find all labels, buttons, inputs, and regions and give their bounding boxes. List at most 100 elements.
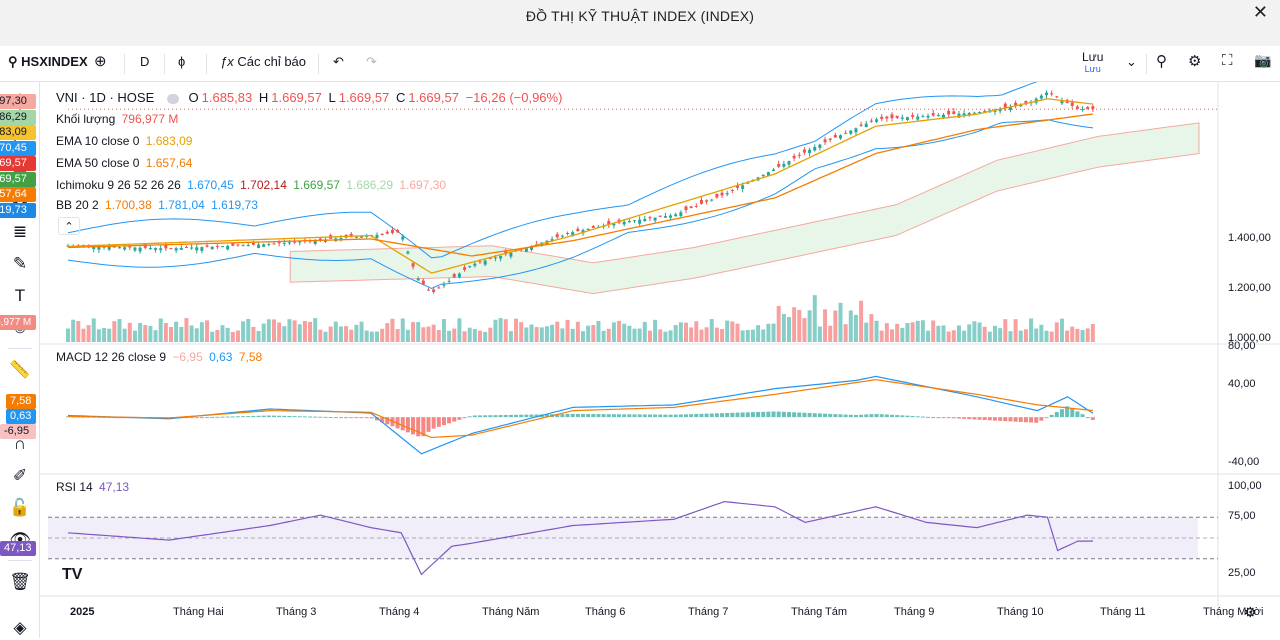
candle-body — [1086, 107, 1090, 110]
text-tool-icon[interactable]: T — [14, 286, 26, 305]
price-label: 1.683,09 — [0, 125, 36, 140]
candle-body — [375, 234, 379, 238]
ruler-icon[interactable]: 📏 — [9, 360, 31, 379]
ema10-value: 1.683,09 — [145, 134, 193, 148]
volume-bar — [76, 321, 81, 342]
undo-icon[interactable]: ↶ — [333, 54, 344, 69]
symbol-search-button[interactable]: ⚲ HSXINDEX — [8, 54, 88, 70]
macd-histogram-bar — [519, 414, 524, 418]
volume-bar — [658, 329, 663, 342]
candle-body — [571, 232, 575, 236]
volume-bar — [1049, 331, 1054, 342]
save-dropdown-chevron-icon[interactable]: ⌄ — [1126, 54, 1137, 69]
candle-body — [802, 149, 806, 153]
candle-body — [401, 236, 405, 240]
candle-style-icon[interactable]: ɸ — [178, 54, 186, 69]
candle-body — [138, 247, 142, 252]
macd-histogram-bar — [915, 416, 920, 418]
time-axis-label: Tháng 6 — [585, 606, 626, 618]
macd-histogram-bar — [256, 415, 261, 418]
volume-bar — [828, 325, 833, 342]
macd-histogram-bar — [1003, 417, 1008, 422]
volume-bar — [591, 325, 596, 342]
axis-settings-gear-icon[interactable]: ⚙ — [1244, 604, 1257, 620]
price-tick: 1.400,00 — [1228, 232, 1271, 244]
lock-icon[interactable]: 🔓 — [9, 498, 31, 517]
volume-bar — [550, 324, 555, 342]
candle-body — [133, 247, 137, 251]
macd-histogram-bar — [194, 417, 199, 419]
volume-bar — [230, 331, 235, 342]
candle-body — [905, 117, 909, 121]
volume-bar — [1008, 331, 1013, 342]
volume-bar — [941, 325, 946, 342]
top-toolbar: ⚲ HSXINDEX ⊕ D ɸ ƒx Các chỉ báo ↶ ↷ Lưu … — [0, 46, 1280, 82]
candle-body — [159, 248, 163, 251]
volume-bar — [199, 322, 204, 342]
close-icon[interactable]: ✕ — [1252, 2, 1268, 22]
indicators-button[interactable]: ƒx Các chỉ báo — [220, 54, 306, 69]
candle-body — [107, 246, 111, 250]
macd-histogram-bar — [1008, 417, 1013, 422]
macd-line — [67, 375, 1094, 455]
volume-bar — [210, 331, 215, 342]
candle-body — [555, 234, 559, 238]
macd-histogram-bar — [647, 414, 652, 418]
candle-body — [648, 217, 652, 219]
volume-bar — [534, 327, 539, 342]
volume-bar — [328, 326, 333, 342]
legend-collapse-button[interactable]: ⌃ — [58, 217, 80, 235]
macd-histogram-bar — [823, 413, 828, 418]
legend-menu-icon[interactable] — [166, 93, 179, 104]
layers-icon[interactable]: ◈ — [13, 618, 27, 637]
volume-bar — [714, 327, 719, 342]
volume-bar — [143, 325, 148, 342]
compare-add-icon[interactable]: ⊕ — [94, 53, 107, 70]
volume-bar — [596, 320, 601, 342]
candle-body — [493, 257, 497, 259]
save-button[interactable]: Lưu Lưu — [1082, 50, 1103, 74]
camera-icon[interactable]: 📷 — [1254, 52, 1272, 68]
trash-icon[interactable]: 🗑 — [9, 572, 31, 591]
price-label: 1.670,45 — [0, 140, 36, 156]
settings-gear-icon[interactable]: ⚙ — [1188, 53, 1202, 70]
macd-tick: 40,00 — [1228, 378, 1256, 390]
macd-histogram-bar — [720, 413, 725, 418]
volume-bar — [220, 325, 225, 342]
macd-histogram-bar — [884, 414, 889, 418]
brush-icon[interactable]: ✎ — [12, 254, 28, 273]
candle-body — [1014, 102, 1018, 106]
macd-histogram-bar — [730, 412, 735, 418]
candle-body — [844, 132, 848, 134]
stay-drawing-icon[interactable]: ✐ — [12, 466, 28, 485]
rsi-line — [67, 500, 1094, 576]
volume-bar — [163, 323, 168, 342]
rsi-tick: 75,00 — [1228, 510, 1256, 522]
macd-histogram-bar — [364, 417, 369, 419]
macd-value: 0,63 — [209, 350, 233, 364]
volume-bar — [189, 325, 194, 342]
chart-canvas[interactable] — [40, 82, 1280, 638]
macd-histogram-bar — [565, 413, 570, 418]
fib-retracement-icon[interactable]: ≣ — [12, 222, 28, 241]
redo-icon[interactable]: ↷ — [366, 54, 377, 69]
quick-search-icon[interactable]: ⚲ — [1156, 53, 1167, 70]
candle-body — [452, 274, 456, 278]
volume-bar — [338, 326, 343, 342]
fullscreen-icon[interactable]: ⛶ — [1222, 52, 1233, 69]
candle-body — [560, 235, 564, 237]
macd-histogram-bar — [874, 413, 879, 418]
macd-histogram-bar — [375, 417, 379, 421]
candle-body — [890, 114, 894, 119]
macd-histogram-bar — [266, 415, 271, 418]
interval-button[interactable]: D — [140, 54, 150, 69]
candle-body — [720, 192, 724, 196]
macd-histogram-bar — [967, 417, 972, 420]
macd-histogram-bar — [689, 414, 694, 418]
volume-bar — [678, 322, 683, 342]
macd-histogram-bar — [297, 416, 302, 418]
volume-bar — [812, 295, 817, 342]
macd-histogram-bar — [457, 417, 462, 420]
volume-bar — [951, 330, 956, 342]
ema50-line — [67, 113, 1094, 257]
